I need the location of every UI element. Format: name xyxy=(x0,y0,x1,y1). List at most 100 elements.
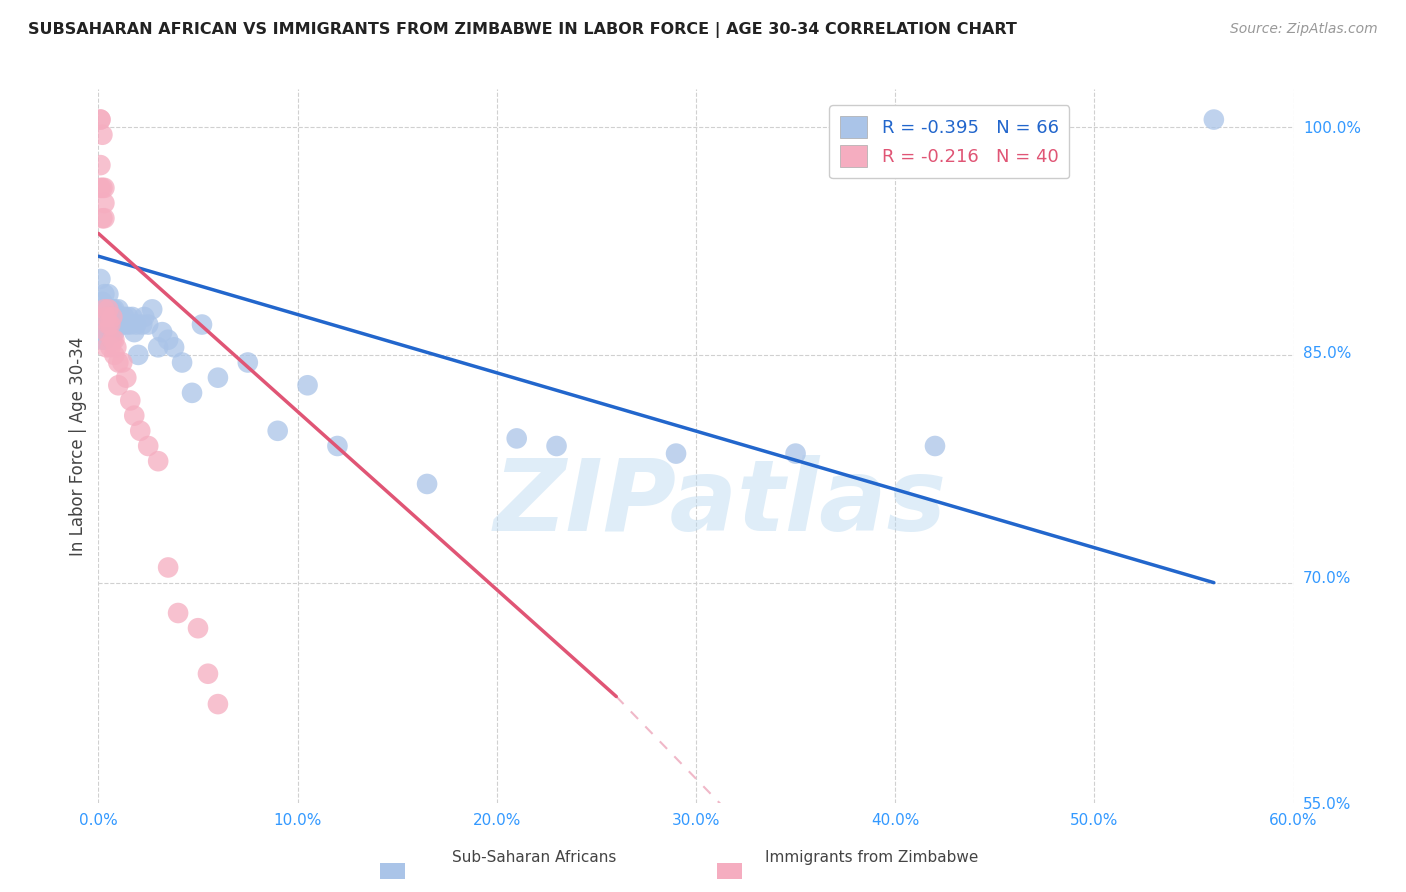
Text: ZIPatlas: ZIPatlas xyxy=(494,455,946,551)
Point xyxy=(97,325,120,339)
Point xyxy=(101,302,124,317)
Point xyxy=(115,318,138,332)
Text: Immigrants from Zimbabwe: Immigrants from Zimbabwe xyxy=(765,850,979,865)
Point xyxy=(103,318,125,332)
Point xyxy=(141,302,163,317)
Point xyxy=(101,310,124,324)
Point xyxy=(93,318,115,332)
Point xyxy=(97,318,120,332)
Point xyxy=(163,340,186,354)
Point xyxy=(93,211,115,226)
Point xyxy=(134,310,156,324)
Point xyxy=(120,318,142,332)
Point xyxy=(1123,834,1146,848)
Point xyxy=(129,424,152,438)
Point xyxy=(103,325,125,339)
Point xyxy=(93,333,115,347)
Point xyxy=(157,333,180,347)
Point xyxy=(217,819,239,833)
Point xyxy=(96,325,118,339)
Text: Sub-Saharan Africans: Sub-Saharan Africans xyxy=(453,850,616,865)
Point xyxy=(93,196,115,211)
Point xyxy=(97,318,120,332)
Point xyxy=(207,370,229,384)
Point xyxy=(236,834,259,848)
Point xyxy=(105,340,128,354)
Point xyxy=(91,318,114,332)
Point xyxy=(197,666,219,681)
Point xyxy=(546,439,568,453)
Point xyxy=(131,318,153,332)
Point xyxy=(89,112,111,127)
Legend: R = -0.395   N = 66, R = -0.216   N = 40: R = -0.395 N = 66, R = -0.216 N = 40 xyxy=(830,105,1070,178)
Point xyxy=(148,340,170,354)
Point xyxy=(100,302,122,317)
Point xyxy=(101,333,124,347)
Point xyxy=(91,333,114,347)
Point xyxy=(191,318,214,332)
Point xyxy=(506,431,529,445)
Point xyxy=(157,560,180,574)
Point xyxy=(103,348,125,362)
Point xyxy=(207,697,229,711)
Point xyxy=(107,378,129,392)
Text: SUBSAHARAN AFRICAN VS IMMIGRANTS FROM ZIMBABWE IN LABOR FORCE | AGE 30-34 CORREL: SUBSAHARAN AFRICAN VS IMMIGRANTS FROM ZI… xyxy=(28,22,1017,38)
Point xyxy=(97,287,120,301)
Point xyxy=(93,181,115,195)
Point xyxy=(148,454,170,468)
Point xyxy=(97,310,120,324)
Point xyxy=(181,385,204,400)
Point xyxy=(924,439,946,453)
Point xyxy=(97,302,120,317)
Point xyxy=(136,439,159,453)
Point xyxy=(121,310,143,324)
Point xyxy=(96,325,118,339)
Point xyxy=(226,826,249,840)
Point xyxy=(120,393,142,408)
Point xyxy=(100,325,122,339)
Point xyxy=(111,318,134,332)
Point xyxy=(150,325,173,339)
Point xyxy=(110,310,132,324)
Point xyxy=(267,424,290,438)
Point xyxy=(105,310,128,324)
Point xyxy=(416,477,439,491)
Point xyxy=(236,355,259,369)
Point xyxy=(124,325,146,339)
Point xyxy=(117,310,139,324)
Point xyxy=(93,310,115,324)
Point xyxy=(125,318,148,332)
Point xyxy=(167,606,190,620)
Point xyxy=(93,310,115,324)
Point xyxy=(100,340,122,354)
Point xyxy=(93,302,115,317)
Point xyxy=(89,181,111,195)
Point xyxy=(107,318,129,332)
Point xyxy=(89,272,111,286)
Point xyxy=(89,310,111,324)
Point xyxy=(107,302,129,317)
Point xyxy=(136,318,159,332)
Point xyxy=(124,409,146,423)
Point xyxy=(89,112,111,127)
Point xyxy=(665,447,688,461)
Point xyxy=(101,310,124,324)
Point xyxy=(96,340,118,354)
Point xyxy=(101,318,124,332)
Point xyxy=(96,302,118,317)
Point xyxy=(785,447,807,461)
Point xyxy=(91,294,114,309)
Point xyxy=(91,211,114,226)
Point xyxy=(91,181,114,195)
Point xyxy=(97,302,120,317)
Point xyxy=(1083,834,1105,848)
Point xyxy=(105,318,128,332)
Point xyxy=(115,370,138,384)
Point xyxy=(1202,112,1225,127)
Point xyxy=(103,333,125,347)
Point xyxy=(297,378,319,392)
Point xyxy=(326,439,349,453)
Point xyxy=(89,158,111,172)
Point xyxy=(111,355,134,369)
Point xyxy=(172,355,194,369)
